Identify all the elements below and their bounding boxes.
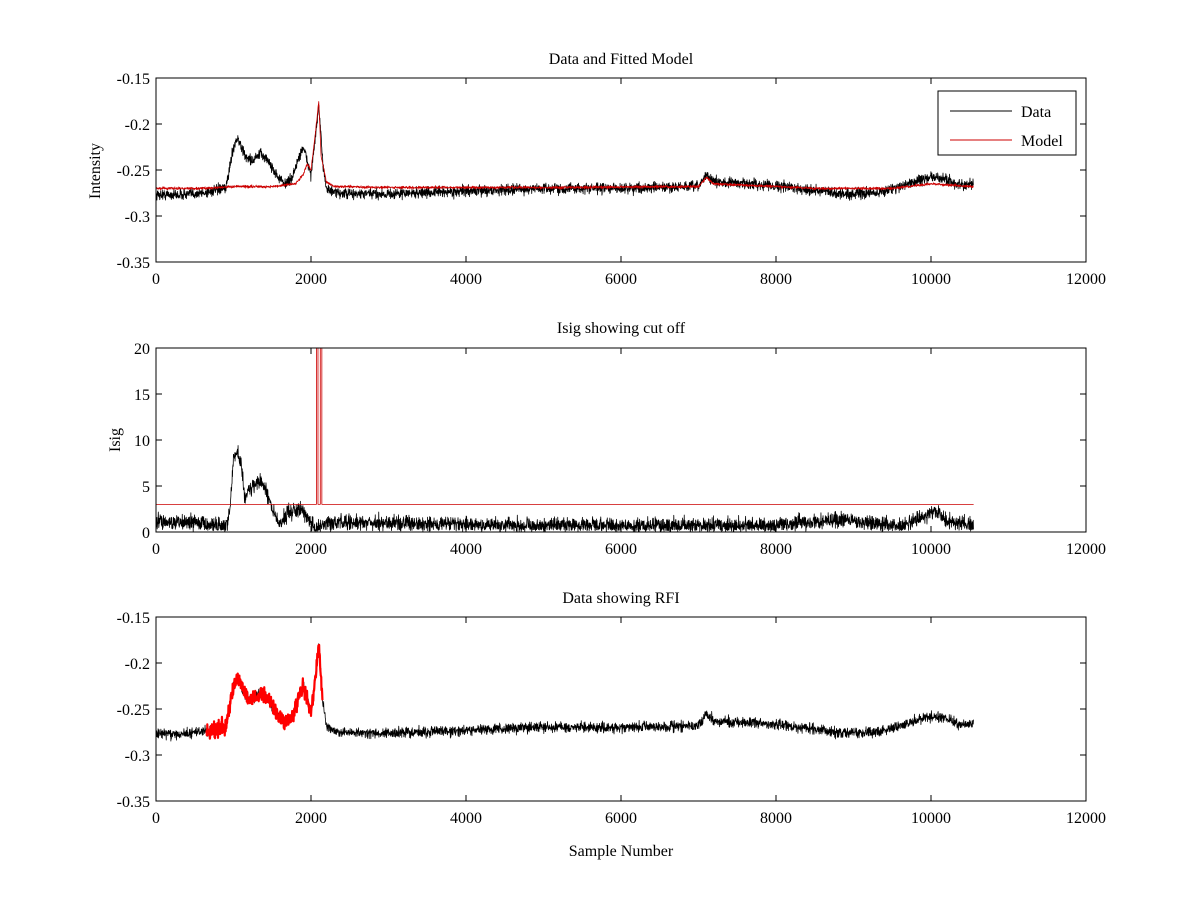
panel2-plot-area — [156, 348, 974, 532]
x-tick-label: 2000 — [295, 810, 327, 827]
x-tick-label: 0 — [152, 271, 160, 288]
panel-isig-cutoff: Isig showing cut off Isig 0 2000 4000 6000 8… — [107, 320, 1106, 558]
x-tick-label: 6000 — [605, 810, 637, 827]
panel-data-and-model: Data and Fitted Model Intensity 0 2000 400… — [87, 51, 1106, 288]
series-line-model-panel1 — [156, 101, 974, 191]
x-tick-label: 8000 — [760, 541, 792, 558]
x-tick-label: 10000 — [911, 810, 951, 827]
y-tick-label: -0.3 — [125, 748, 150, 765]
series-line-data-panel1 — [156, 103, 974, 201]
y-tick-label: -0.3 — [125, 209, 150, 226]
legend: Data Model — [937, 90, 1077, 156]
panel2-title: Isig showing cut off — [557, 320, 686, 337]
legend-box — [937, 90, 1077, 156]
series-line-rfi-panel3 — [205, 643, 324, 740]
panel3-title: Data showing RFI — [562, 590, 679, 607]
x-tick-label: 12000 — [1066, 541, 1106, 558]
y-tick-label: -0.2 — [125, 117, 150, 134]
x-tick-label: 6000 — [605, 271, 637, 288]
y-tick-label: 5 — [142, 479, 150, 496]
x-tick-label: 12000 — [1066, 810, 1106, 827]
legend-data-label: Data — [1021, 104, 1051, 121]
x-tick-label: 10000 — [911, 541, 951, 558]
x-tick-label: 6000 — [605, 541, 637, 558]
panel3-xlabel: Sample Number — [569, 843, 674, 860]
x-tick-label: 8000 — [760, 271, 792, 288]
panel3-plot-area — [156, 643, 974, 742]
y-tick-label: 15 — [134, 387, 150, 404]
x-tick-label: 4000 — [450, 541, 482, 558]
x-tick-label: 2000 — [295, 541, 327, 558]
y-tick-label: -0.15 — [117, 71, 150, 88]
x-tick-label: 4000 — [450, 810, 482, 827]
y-tick-label: 0 — [142, 525, 150, 542]
panel1-plot-area — [156, 101, 974, 201]
panel-data-rfi: Data showing RFI 0 2000 4000 6000 8000 10000 1… — [117, 590, 1106, 860]
y-tick-label: -0.15 — [117, 610, 150, 627]
y-tick-label: 20 — [134, 341, 150, 358]
x-tick-label: 0 — [152, 810, 160, 827]
panel2-ylabel: Isig — [107, 428, 124, 452]
y-tick-label: -0.25 — [117, 163, 150, 180]
y-tick-label: -0.2 — [125, 656, 150, 673]
series-line-isig-panel2 — [156, 445, 974, 532]
panel1-ylabel: Intensity — [87, 143, 104, 199]
y-tick-label: 10 — [134, 433, 150, 450]
y-tick-label: -0.35 — [117, 794, 150, 811]
y-tick-label: -0.35 — [117, 255, 150, 272]
x-tick-label: 4000 — [450, 271, 482, 288]
x-tick-label: 10000 — [911, 271, 951, 288]
x-tick-label: 12000 — [1066, 271, 1106, 288]
x-tick-label: 0 — [152, 541, 160, 558]
legend-model-label: Model — [1021, 133, 1063, 150]
series-line-cut-off-panel2 — [156, 348, 974, 505]
panel1-title: Data and Fitted Model — [549, 51, 694, 68]
x-tick-label: 8000 — [760, 810, 792, 827]
y-tick-label: -0.25 — [117, 702, 150, 719]
x-tick-label: 2000 — [295, 271, 327, 288]
